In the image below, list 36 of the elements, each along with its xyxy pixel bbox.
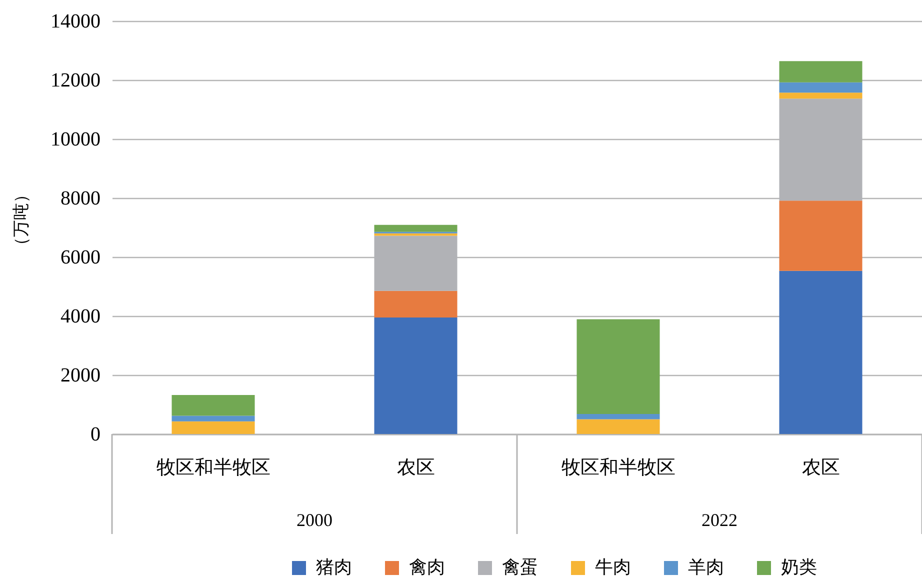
bar	[779, 200, 862, 271]
legend-label: 禽肉	[409, 557, 445, 577]
y-axis-title: （万吨）	[12, 186, 30, 254]
bar	[172, 416, 255, 422]
x-tick-label: 牧区和半牧区	[156, 458, 270, 478]
bar	[374, 290, 458, 318]
bar	[576, 414, 660, 420]
y-tick-label: 14000	[50, 10, 100, 32]
bar	[374, 317, 458, 434]
x-tick-label: 牧区和半牧区	[561, 458, 676, 478]
legend-label: 奶类	[781, 557, 817, 577]
text: 2000	[296, 510, 332, 530]
legend-label: 禽蛋	[502, 557, 538, 577]
bar	[172, 395, 255, 416]
legend-label: 牛肉	[595, 557, 631, 577]
bar	[576, 419, 660, 434]
bar	[779, 270, 862, 434]
x-tick-label: 农区	[396, 458, 435, 478]
x-tick-label: 农区	[802, 458, 840, 478]
y-tick-label: 0	[90, 424, 100, 446]
bar	[779, 92, 862, 99]
bar	[576, 319, 660, 414]
bar	[374, 233, 458, 236]
y-tick-label: 4000	[60, 306, 100, 328]
y-tick-label: 8000	[60, 188, 100, 210]
text: 2022	[702, 510, 738, 530]
y-tick-label: 6000	[60, 246, 100, 268]
y-tick-label: 10000	[50, 128, 100, 150]
bar	[172, 421, 255, 434]
bar	[779, 61, 862, 82]
legend-label: 猪肉	[316, 557, 352, 577]
y-tick-label: 12000	[50, 70, 100, 92]
bar	[374, 224, 458, 232]
legend-label: 羊肉	[688, 557, 724, 577]
y-tick-label: 2000	[60, 364, 100, 386]
bar	[779, 82, 862, 93]
